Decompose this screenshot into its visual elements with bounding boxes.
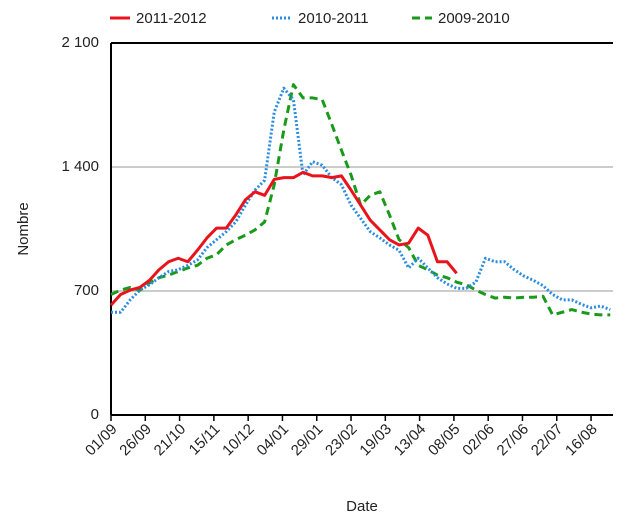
x-tick-label: 21/10 xyxy=(151,421,190,460)
x-tick-label: 10/12 xyxy=(219,421,258,460)
x-tick-label: 19/03 xyxy=(356,421,395,460)
x-axis-label: Date xyxy=(346,498,378,515)
legend-label: 2011-2012 xyxy=(136,10,207,27)
y-tick-label: 1 400 xyxy=(61,158,99,175)
series-line xyxy=(109,170,458,307)
y-tick-label: 700 xyxy=(74,282,99,299)
x-tick-label: 13/04 xyxy=(391,421,430,460)
x-tick-label: 27/06 xyxy=(494,421,533,460)
y-axis-label: Nombre xyxy=(15,202,32,255)
x-tick-label: 01/09 xyxy=(82,421,121,460)
y-tick-label: 2 100 xyxy=(61,34,99,51)
x-tick-label: 26/09 xyxy=(116,421,155,460)
series-line xyxy=(111,86,611,314)
x-tick-label: 02/06 xyxy=(459,421,498,460)
x-tick-label: 29/01 xyxy=(288,421,327,460)
x-tick-label: 16/08 xyxy=(562,421,601,460)
legend-label: 2009-2010 xyxy=(438,10,510,27)
x-tick-label: 04/01 xyxy=(254,421,293,460)
x-tick-label: 23/02 xyxy=(322,421,361,460)
x-tick-label: 15/11 xyxy=(186,421,224,459)
x-tick-label: 22/07 xyxy=(528,421,567,460)
y-tick-label: 0 xyxy=(91,406,99,423)
legend-label: 2010-2011 xyxy=(298,10,369,27)
x-tick-label: 08/05 xyxy=(425,421,464,460)
